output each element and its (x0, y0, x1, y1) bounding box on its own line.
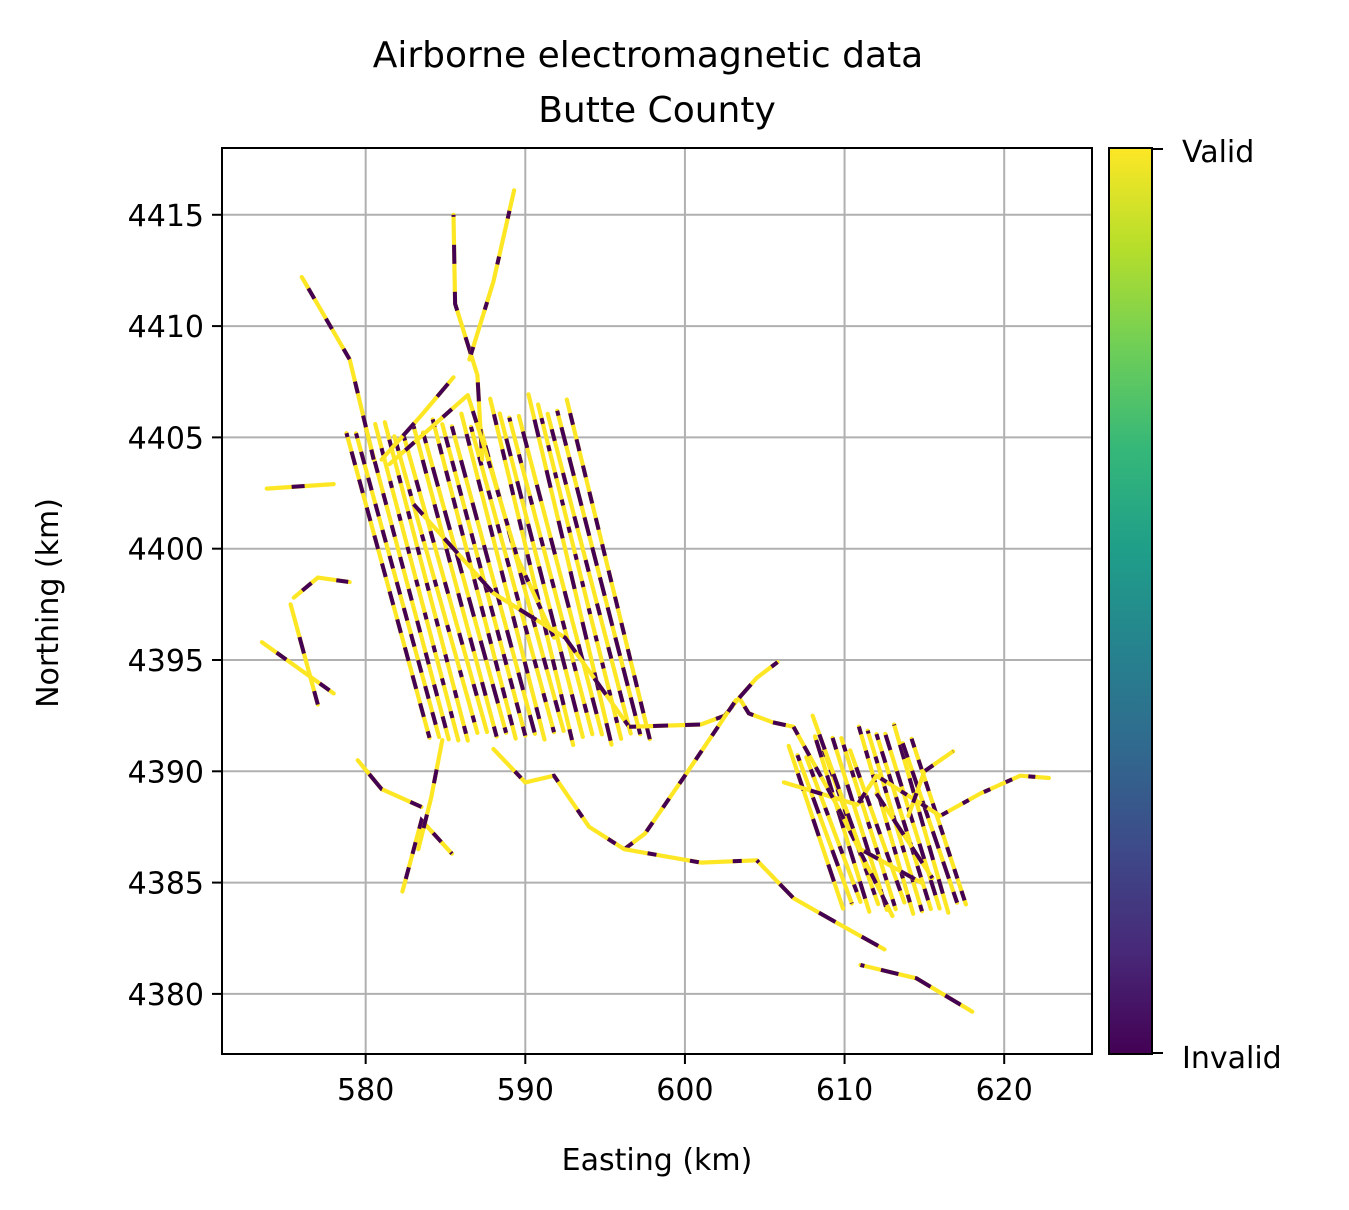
flight-line (483, 448, 557, 640)
colorbar-label-invalid: Invalid (1182, 1041, 1282, 1076)
invalid-segments (900, 742, 959, 904)
invalid-segments (344, 432, 432, 739)
flight-line (858, 962, 975, 1014)
invalid-segments (380, 376, 456, 461)
flight-line (804, 755, 863, 904)
invalid-segments (411, 425, 499, 738)
invalid-segments (392, 435, 480, 734)
x-tick-label: 610 (816, 1073, 873, 1108)
invalid-segments (300, 276, 376, 461)
invalid-segments (623, 698, 738, 851)
invalid-segments (451, 214, 485, 460)
invalid-segments (629, 713, 726, 729)
flight-line (754, 858, 887, 952)
invalid-segments (266, 482, 334, 491)
y-tick-label: 4415 (128, 199, 204, 234)
invalid-segments (813, 735, 872, 913)
x-axis: 580 590 600 610 620 (337, 1054, 1033, 1108)
invalid-segments (459, 413, 547, 740)
invalid-segments (292, 575, 350, 600)
y-tick-label: 4385 (128, 867, 204, 902)
invalid-segments (839, 737, 898, 910)
invalid-segments (737, 660, 779, 700)
flight-line (387, 393, 488, 467)
invalid-segments (402, 436, 489, 733)
colorbar-label-valid: Valid (1182, 135, 1254, 170)
flight-line (507, 415, 595, 737)
invalid-segments (478, 427, 566, 732)
invalid-segments (421, 431, 509, 734)
invalid-segments (363, 426, 451, 740)
flight-line (795, 753, 854, 906)
invalid-segments (723, 694, 794, 729)
invalid-segments (400, 816, 454, 893)
y-axis-label: Northing (km) (31, 498, 66, 708)
flight-line (382, 420, 470, 743)
y-tick-label: 4400 (128, 533, 204, 568)
y-tick-label: 4380 (128, 978, 204, 1013)
invalid-segments (440, 423, 528, 737)
colorbar (1108, 147, 1153, 1055)
flight-lines (259, 188, 1051, 1014)
invalid-segments (892, 723, 951, 914)
flight-line (491, 746, 759, 865)
x-tick-label: 620 (976, 1073, 1033, 1108)
y-axis: 4380 4385 4390 4395 4400 4405 4410 4415 (128, 199, 222, 1013)
invalid-segments (412, 502, 631, 728)
invalid-segments (555, 410, 643, 735)
invalid-segments (354, 432, 442, 738)
flight-line (874, 791, 935, 881)
flight-line (545, 411, 633, 736)
flight-line (299, 275, 376, 462)
invalid-segments (488, 398, 576, 746)
y-tick-label: 4395 (128, 644, 204, 679)
y-tick-label: 4390 (128, 755, 204, 790)
y-tick-label: 4410 (128, 310, 204, 345)
x-tick-label: 590 (497, 1073, 554, 1108)
invalid-segments (848, 749, 907, 904)
chart-title-line-2: Butte County (538, 90, 776, 131)
flight-line (416, 738, 445, 852)
x-axis-label: Easting (km) (562, 1143, 753, 1178)
invalid-segments (497, 413, 585, 738)
invalid-segments (564, 399, 652, 740)
flight-line (355, 758, 424, 809)
flight-line (516, 413, 604, 737)
invalid-segments (260, 640, 335, 696)
invalid-segments (491, 747, 757, 865)
x-tick-label: 580 (337, 1073, 394, 1108)
invalid-segments (430, 418, 518, 740)
invalid-segments (786, 745, 845, 910)
flight-line (468, 424, 557, 735)
invalid-segments (883, 733, 942, 910)
invalid-segments (810, 714, 923, 885)
flight-line (536, 402, 624, 741)
invalid-segments (791, 725, 895, 917)
chart-title-line-1: Airborne electromagnetic data (373, 35, 924, 76)
x-tick-label: 600 (656, 1073, 713, 1108)
invalid-segments (875, 773, 1050, 819)
invalid-segments (860, 963, 974, 1014)
flight-line (781, 773, 879, 807)
invalid-segments (373, 423, 461, 741)
flight-line (400, 818, 454, 894)
y-tick-label: 4405 (128, 421, 204, 456)
invalid-segments (356, 758, 423, 809)
grid-lines (222, 148, 1092, 1054)
invalid-segments (874, 733, 933, 910)
flight-line (830, 735, 889, 912)
flight-line (288, 602, 320, 707)
flight-line (467, 188, 517, 362)
invalid-segments (909, 738, 968, 906)
invalid-segments (449, 425, 537, 735)
invalid-segments (856, 726, 916, 915)
plot-area-frame (221, 147, 1093, 1055)
flight-line (622, 698, 739, 852)
invalid-segments (906, 749, 955, 817)
